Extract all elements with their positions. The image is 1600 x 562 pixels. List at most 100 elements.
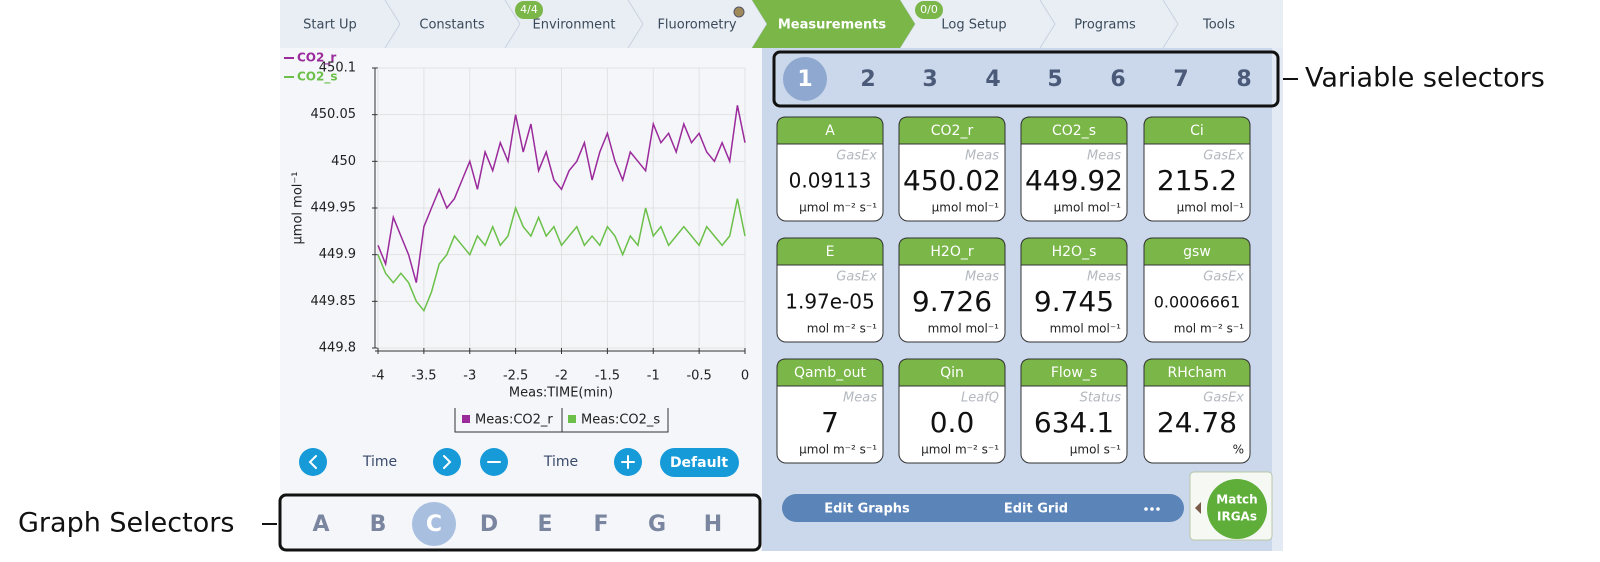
graph-selector[interactable]: D bbox=[480, 512, 498, 537]
tab-label[interactable]: Tools bbox=[1202, 18, 1235, 33]
tab-label[interactable]: Log Setup bbox=[941, 18, 1006, 33]
graph-selector[interactable]: B bbox=[370, 512, 387, 537]
variable-selector[interactable]: 2 bbox=[860, 67, 875, 92]
tile-unit: mol m⁻² s⁻¹ bbox=[807, 322, 877, 336]
variable-selector[interactable]: 6 bbox=[1110, 67, 1125, 92]
panel-edge bbox=[1272, 48, 1283, 551]
variable-selector[interactable]: 7 bbox=[1173, 67, 1188, 92]
time-label: Time bbox=[362, 454, 397, 470]
variable-selector[interactable]: 5 bbox=[1047, 67, 1062, 92]
x-tick-label: -2.5 bbox=[503, 369, 528, 384]
tile-name: H2O_r bbox=[930, 244, 973, 260]
tile-source: Meas bbox=[965, 149, 999, 164]
x-tick-label: 0 bbox=[741, 369, 749, 384]
default-button-label: Default bbox=[670, 455, 728, 471]
tile-unit: mol m⁻² s⁻¹ bbox=[1174, 322, 1244, 336]
more-dot[interactable] bbox=[1156, 507, 1160, 511]
data-line bbox=[377, 198, 746, 313]
y-axis-title: µmol mol⁻¹ bbox=[291, 172, 306, 245]
tab-badge bbox=[915, 1, 943, 19]
graph-selector[interactable]: F bbox=[593, 512, 608, 537]
match-irgas-label: IRGAs bbox=[1217, 510, 1257, 524]
tile-header bbox=[776, 116, 884, 145]
graph-selector[interactable]: E bbox=[537, 512, 552, 537]
tile-unit: µmol m⁻² s⁻¹ bbox=[921, 443, 999, 457]
tile-source: GasEx bbox=[1203, 391, 1244, 406]
variable-selector[interactable]: 3 bbox=[922, 67, 937, 92]
tab-separator bbox=[1162, 0, 1179, 49]
tile-name: E bbox=[826, 244, 835, 260]
tile-source: GasEx bbox=[836, 270, 877, 285]
tab-badge-text: 0/0 bbox=[920, 3, 938, 16]
y-tick-label: 449.95 bbox=[311, 201, 357, 216]
tile-source: GasEx bbox=[836, 149, 877, 164]
more-dot[interactable] bbox=[1144, 507, 1148, 511]
graph-selector[interactable]: G bbox=[648, 512, 666, 537]
x-axis-title: Meas:TIME(min) bbox=[509, 386, 613, 401]
annotation: Graph Selectors bbox=[18, 508, 234, 539]
tab-label[interactable]: Programs bbox=[1074, 18, 1136, 33]
more-dot[interactable] bbox=[1150, 507, 1154, 511]
tile-header bbox=[1143, 358, 1251, 387]
tab-label[interactable]: Environment bbox=[532, 18, 615, 33]
tile-name: CO2_s bbox=[1052, 123, 1096, 139]
default-button[interactable] bbox=[660, 448, 739, 477]
tile-value: 634.1 bbox=[1034, 406, 1114, 439]
previous-button[interactable] bbox=[299, 448, 327, 476]
tile-unit: µmol mol⁻¹ bbox=[1054, 201, 1122, 215]
tile-source: Meas bbox=[1087, 149, 1121, 164]
tile-value: 7 bbox=[821, 406, 839, 439]
edit-grid-button[interactable]: Edit Grid bbox=[1004, 502, 1068, 517]
tile-header bbox=[1143, 116, 1251, 145]
trace-label: CO2_s bbox=[297, 70, 338, 85]
selected-variable bbox=[783, 57, 827, 101]
variable-selector-box bbox=[772, 50, 1280, 108]
previous-button-icon bbox=[308, 455, 317, 469]
tile-value: 215.2 bbox=[1157, 164, 1237, 197]
variable-selector[interactable]: 1 bbox=[797, 67, 812, 92]
x-tick-label: -2 bbox=[555, 369, 568, 384]
legend-swatch bbox=[568, 415, 576, 423]
tile-name: Ci bbox=[1190, 123, 1204, 139]
tile-unit: µmol s⁻¹ bbox=[1070, 443, 1121, 457]
y-tick-label: 449.9 bbox=[319, 247, 356, 262]
x-tick-label: -3 bbox=[463, 369, 476, 384]
tab-label[interactable]: Constants bbox=[419, 18, 484, 33]
tile-value: 9.745 bbox=[1034, 285, 1114, 318]
next-button[interactable] bbox=[433, 448, 461, 476]
graph-selector[interactable]: A bbox=[312, 512, 329, 537]
tab-label[interactable]: Fluorometry bbox=[657, 18, 736, 33]
tile-name: RHcham bbox=[1167, 365, 1226, 381]
y-tick-label: 450.05 bbox=[311, 107, 357, 122]
legend-label: Meas:CO2_r bbox=[475, 413, 553, 428]
tile-source: LeafQ bbox=[961, 391, 999, 406]
match-irgas-label: Match bbox=[1216, 493, 1257, 507]
tile-source: Meas bbox=[843, 391, 877, 406]
status-dot bbox=[733, 6, 745, 18]
tile-name: Qin bbox=[940, 365, 964, 381]
annotation: Variable selectors bbox=[1305, 63, 1545, 94]
variable-selector[interactable]: 4 bbox=[985, 67, 1000, 92]
tile-value: 9.726 bbox=[912, 285, 992, 318]
tile-header bbox=[776, 358, 884, 387]
edit-graphs-button[interactable]: Edit Graphs bbox=[824, 502, 910, 517]
tab-separator bbox=[384, 0, 401, 49]
tile-header bbox=[1020, 116, 1128, 145]
tile-name: Qamb_out bbox=[794, 365, 867, 381]
tile-header bbox=[1020, 358, 1128, 387]
tile-header bbox=[898, 237, 1006, 266]
selected-graph bbox=[412, 502, 456, 546]
match-arrow bbox=[1195, 502, 1201, 514]
trace-label: CO2_r bbox=[297, 51, 336, 66]
tab-badge bbox=[515, 1, 543, 19]
graph-selector[interactable]: H bbox=[704, 512, 722, 537]
tile-source: Status bbox=[1080, 391, 1122, 406]
next-button-icon bbox=[443, 455, 452, 469]
data-line bbox=[377, 105, 746, 283]
tab-label[interactable]: Measurements bbox=[778, 18, 887, 33]
graph-selector[interactable]: C bbox=[426, 512, 442, 537]
match-irgas-button[interactable] bbox=[1207, 479, 1267, 539]
tab-separator bbox=[504, 0, 521, 49]
variable-selector[interactable]: 8 bbox=[1236, 67, 1251, 92]
tab-label[interactable]: Start Up bbox=[303, 18, 357, 33]
